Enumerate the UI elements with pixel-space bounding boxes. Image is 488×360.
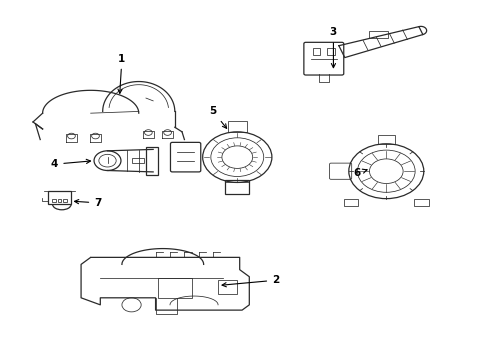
Bar bbox=[63, 199, 67, 202]
Text: 5: 5 bbox=[209, 107, 226, 128]
Bar bbox=[218, 280, 237, 294]
Bar bbox=[131, 158, 143, 163]
Text: 1: 1 bbox=[118, 54, 125, 93]
Text: 3: 3 bbox=[329, 27, 336, 68]
Text: 6: 6 bbox=[353, 168, 366, 178]
Bar bbox=[413, 199, 427, 206]
Bar bbox=[48, 191, 71, 204]
Bar bbox=[312, 48, 320, 55]
Bar bbox=[343, 199, 358, 206]
Text: 7: 7 bbox=[74, 198, 102, 208]
Text: 4: 4 bbox=[51, 159, 90, 169]
Bar bbox=[227, 121, 246, 132]
Bar bbox=[326, 48, 334, 55]
Bar bbox=[368, 31, 387, 38]
Bar bbox=[377, 135, 394, 144]
Bar bbox=[158, 279, 191, 298]
Bar bbox=[225, 180, 249, 194]
Bar bbox=[58, 199, 61, 202]
Bar bbox=[52, 199, 56, 202]
Bar bbox=[145, 147, 158, 175]
Text: 2: 2 bbox=[222, 275, 279, 287]
